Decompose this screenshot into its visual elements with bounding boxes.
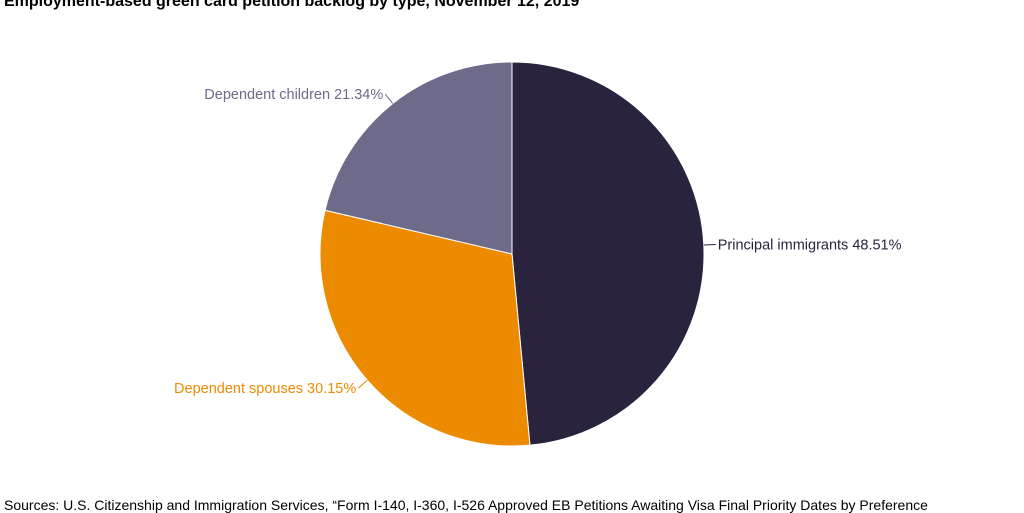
slice-label: Dependent spouses 30.15% — [174, 381, 356, 397]
leader-line — [703, 243, 716, 246]
leader-line — [384, 93, 394, 104]
slice-label: Dependent children 21.34% — [204, 87, 383, 103]
chart-title: Employment-based green card petition bac… — [4, 0, 580, 10]
slice-label: Principal immigrants 48.51% — [718, 237, 902, 253]
source-note: Sources: U.S. Citizenship and Immigratio… — [4, 497, 928, 513]
leader-line — [357, 379, 368, 389]
pie-slice-dependent-spouses — [319, 209, 531, 447]
pie-slice-dependent-children — [324, 61, 513, 255]
pie-slice-principal-immigrants — [511, 61, 705, 446]
